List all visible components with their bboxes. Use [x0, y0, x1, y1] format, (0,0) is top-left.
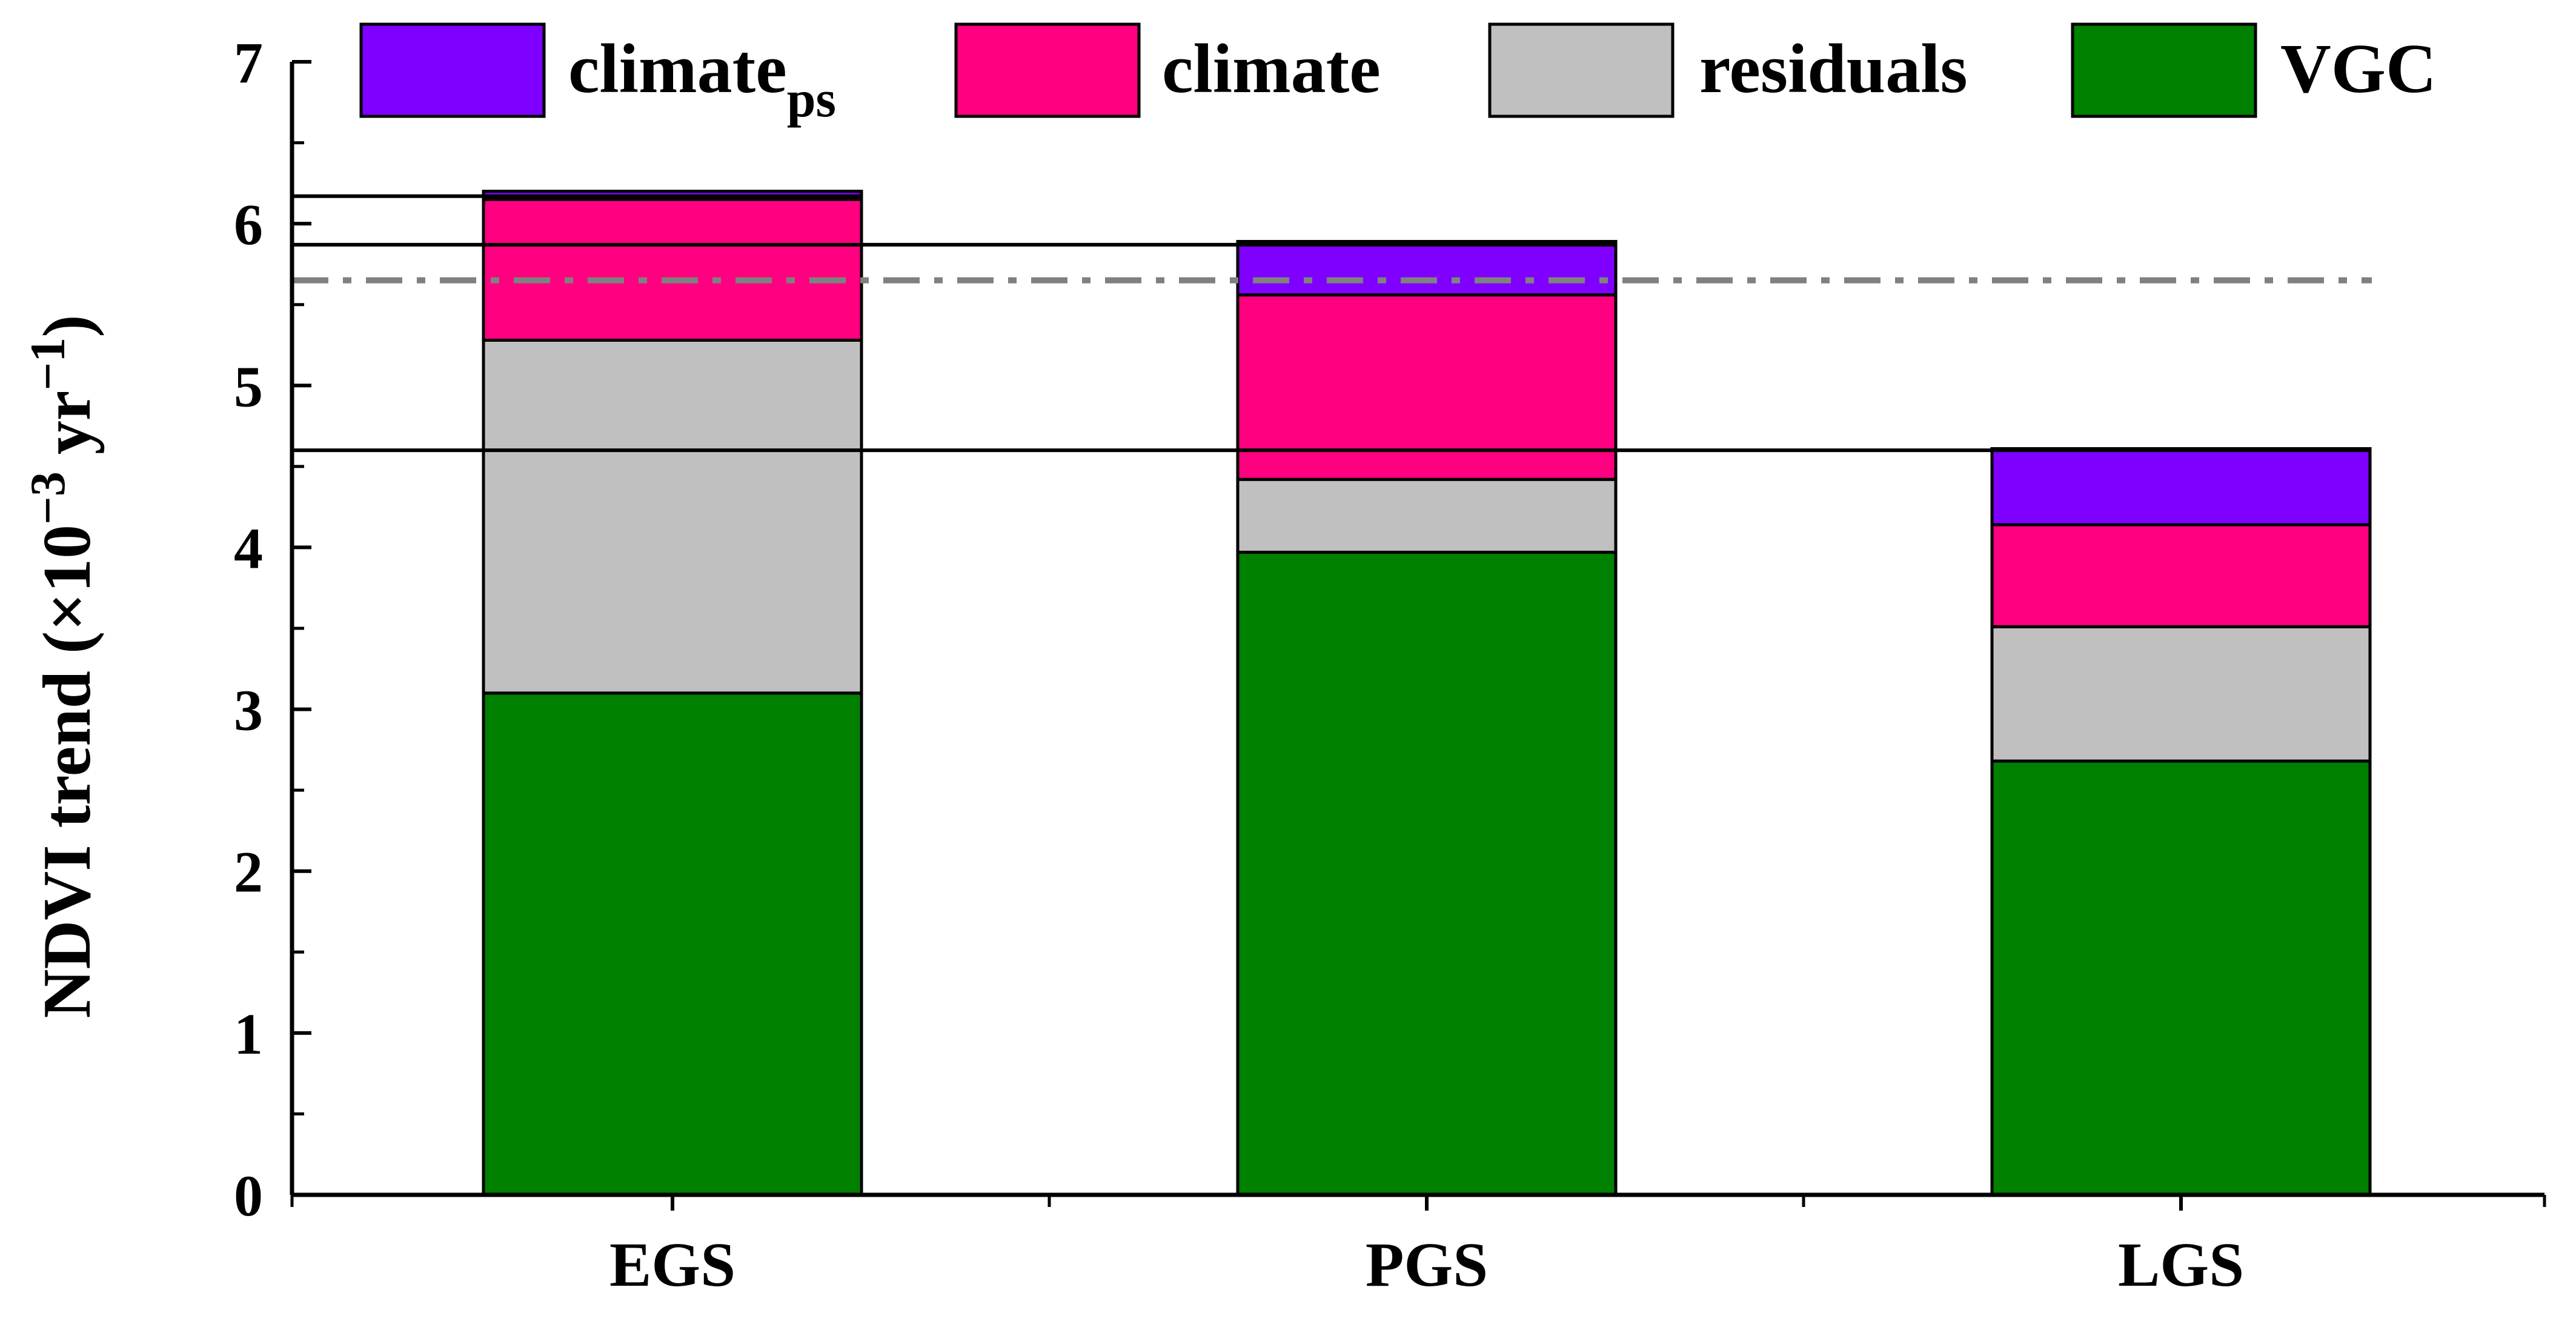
legend-label-residuals: residuals — [1699, 30, 1968, 108]
bar-pgs-residuals — [1236, 477, 1618, 554]
y-tick-label: 3 — [234, 678, 263, 743]
bar-lgs-climate — [1990, 523, 2372, 628]
legend-label-climate-ps: climateps — [568, 30, 836, 128]
legend-swatch-climate — [954, 22, 1141, 118]
legend-label-climate: climate — [1162, 30, 1381, 108]
y-axis-ticks: 0 1 2 3 4 5 6 7 — [234, 30, 311, 1228]
x-tick-label-lgs: LGS — [2118, 1230, 2244, 1300]
y-axis-label-unit: yr — [30, 390, 105, 471]
y-axis-label: NDVI trend (×10−3 yr−1) — [20, 314, 105, 1018]
y-axis-label-prefix: NDVI trend (×10 — [30, 525, 105, 1019]
bar-egs-climate — [482, 198, 863, 342]
bar-lgs-vgc — [1990, 759, 2372, 1197]
y-axis-label-exponent-1: −3 — [20, 471, 75, 525]
y-tick-label: 6 — [234, 192, 263, 257]
x-axis-ticks: EGS PGS LGS — [290, 1195, 2546, 1300]
reference-lines — [292, 194, 2372, 453]
bar-lgs-residuals — [1990, 625, 2372, 763]
x-tick-label-pgs: PGS — [1366, 1230, 1488, 1300]
bars-layer — [482, 190, 2372, 1197]
x-tick-label-egs: EGS — [609, 1230, 735, 1300]
bar-pgs-vgc — [1236, 550, 1618, 1197]
y-tick-label: 5 — [234, 354, 263, 419]
y-tick-label: 2 — [234, 840, 263, 905]
legend: climateps climate residuals VGC — [359, 22, 2437, 128]
bar-egs-residuals — [482, 338, 863, 695]
y-axis-label-suffix: ) — [30, 314, 105, 337]
y-tick-label: 4 — [234, 516, 263, 580]
bar-lgs-climate-ps — [1990, 447, 2372, 527]
y-tick-label: 7 — [234, 30, 263, 95]
y-axis-label-exponent-2: −1 — [20, 337, 75, 391]
y-tick-label: 1 — [234, 1002, 263, 1066]
legend-swatch-VGC — [2071, 22, 2257, 118]
y-tick-label: 0 — [234, 1163, 263, 1228]
legend-swatch-climate-ps — [359, 22, 546, 118]
legend-swatch-residuals — [1488, 22, 1675, 118]
legend-label-subscript: ps — [787, 70, 836, 128]
legend-label-VGC: VGC — [2280, 30, 2437, 108]
bar-egs-vgc — [482, 691, 863, 1197]
bar-pgs-climate-ps — [1236, 240, 1618, 297]
